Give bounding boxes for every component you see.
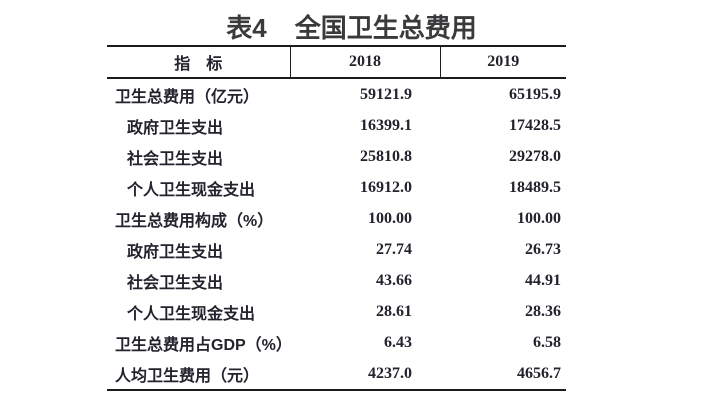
indicator-label: 政府卫生支出 xyxy=(127,119,224,137)
table-row: 政府卫生支出 27.74 26.73 xyxy=(107,234,566,265)
value-2018: 59121.9 xyxy=(360,85,412,103)
value-2019: 4656.7 xyxy=(517,364,561,382)
value-2018: 43.66 xyxy=(376,271,412,289)
value-2018: 16912.0 xyxy=(360,178,412,196)
header-row: 指 标 2018 2019 xyxy=(107,45,566,79)
table-header: 指 标 2018 2019 xyxy=(107,45,566,79)
value-2018: 25810.8 xyxy=(360,147,412,165)
value-2019: 100.00 xyxy=(517,209,561,227)
value-2018: 6.43 xyxy=(384,333,412,351)
table-row: 卫生总费用（亿元） 59121.9 65195.9 xyxy=(107,78,566,110)
indicator-label: 社会卫生支出 xyxy=(127,150,224,168)
value-2018: 28.61 xyxy=(376,302,412,320)
value-2018: 16399.1 xyxy=(360,116,412,134)
table-row: 卫生总费用占GDP（%） 6.43 6.58 xyxy=(107,327,566,358)
table-number: 表4 xyxy=(226,13,267,43)
indicator-label: 人均卫生费用（元） xyxy=(115,367,260,385)
table-row: 政府卫生支出 16399.1 17428.5 xyxy=(107,110,566,141)
title-text: 全国卫生总费用 xyxy=(294,13,477,43)
indicator-label: 政府卫生支出 xyxy=(127,243,224,261)
indicator-label: 卫生总费用构成（%） xyxy=(115,212,274,230)
column-header-2018: 2018 xyxy=(289,45,440,79)
value-2019: 28.36 xyxy=(525,302,561,320)
column-header-2019: 2019 xyxy=(439,45,566,79)
value-2018: 4237.0 xyxy=(368,364,412,382)
table-row: 社会卫生支出 43.66 44.91 xyxy=(107,265,566,296)
column-header-indicator: 指 标 xyxy=(107,45,290,79)
value-2019: 6.58 xyxy=(533,333,561,351)
health-expenditure-table: 指 标 2018 2019 卫生总费用（亿元） 59121.9 65195.9 … xyxy=(107,45,566,391)
value-2019: 44.91 xyxy=(525,271,561,289)
indicator-label: 社会卫生支出 xyxy=(127,274,224,292)
table-body: 卫生总费用（亿元） 59121.9 65195.9 政府卫生支出 16399.1… xyxy=(107,78,566,390)
table-row: 卫生总费用构成（%） 100.00 100.00 xyxy=(107,203,566,234)
indicator-label: 个人卫生现金支出 xyxy=(127,181,256,199)
indicator-label: 卫生总费用（亿元） xyxy=(115,88,260,106)
indicator-label: 卫生总费用占GDP（%） xyxy=(115,336,292,354)
indicator-label: 个人卫生现金支出 xyxy=(127,305,256,323)
table-row: 人均卫生费用（元） 4237.0 4656.7 xyxy=(107,358,566,390)
table-row: 个人卫生现金支出 16912.0 18489.5 xyxy=(107,172,566,203)
value-2019: 29278.0 xyxy=(509,147,561,165)
value-2019: 18489.5 xyxy=(509,178,561,196)
value-2019: 17428.5 xyxy=(509,116,561,134)
value-2018: 100.00 xyxy=(368,209,412,227)
table-row: 个人卫生现金支出 28.61 28.36 xyxy=(107,296,566,327)
table-row: 社会卫生支出 25810.8 29278.0 xyxy=(107,141,566,172)
value-2019: 26.73 xyxy=(525,240,561,258)
page-title: 表4 全国卫生总费用 xyxy=(0,8,703,45)
value-2019: 65195.9 xyxy=(509,85,561,103)
value-2018: 27.74 xyxy=(376,240,412,258)
